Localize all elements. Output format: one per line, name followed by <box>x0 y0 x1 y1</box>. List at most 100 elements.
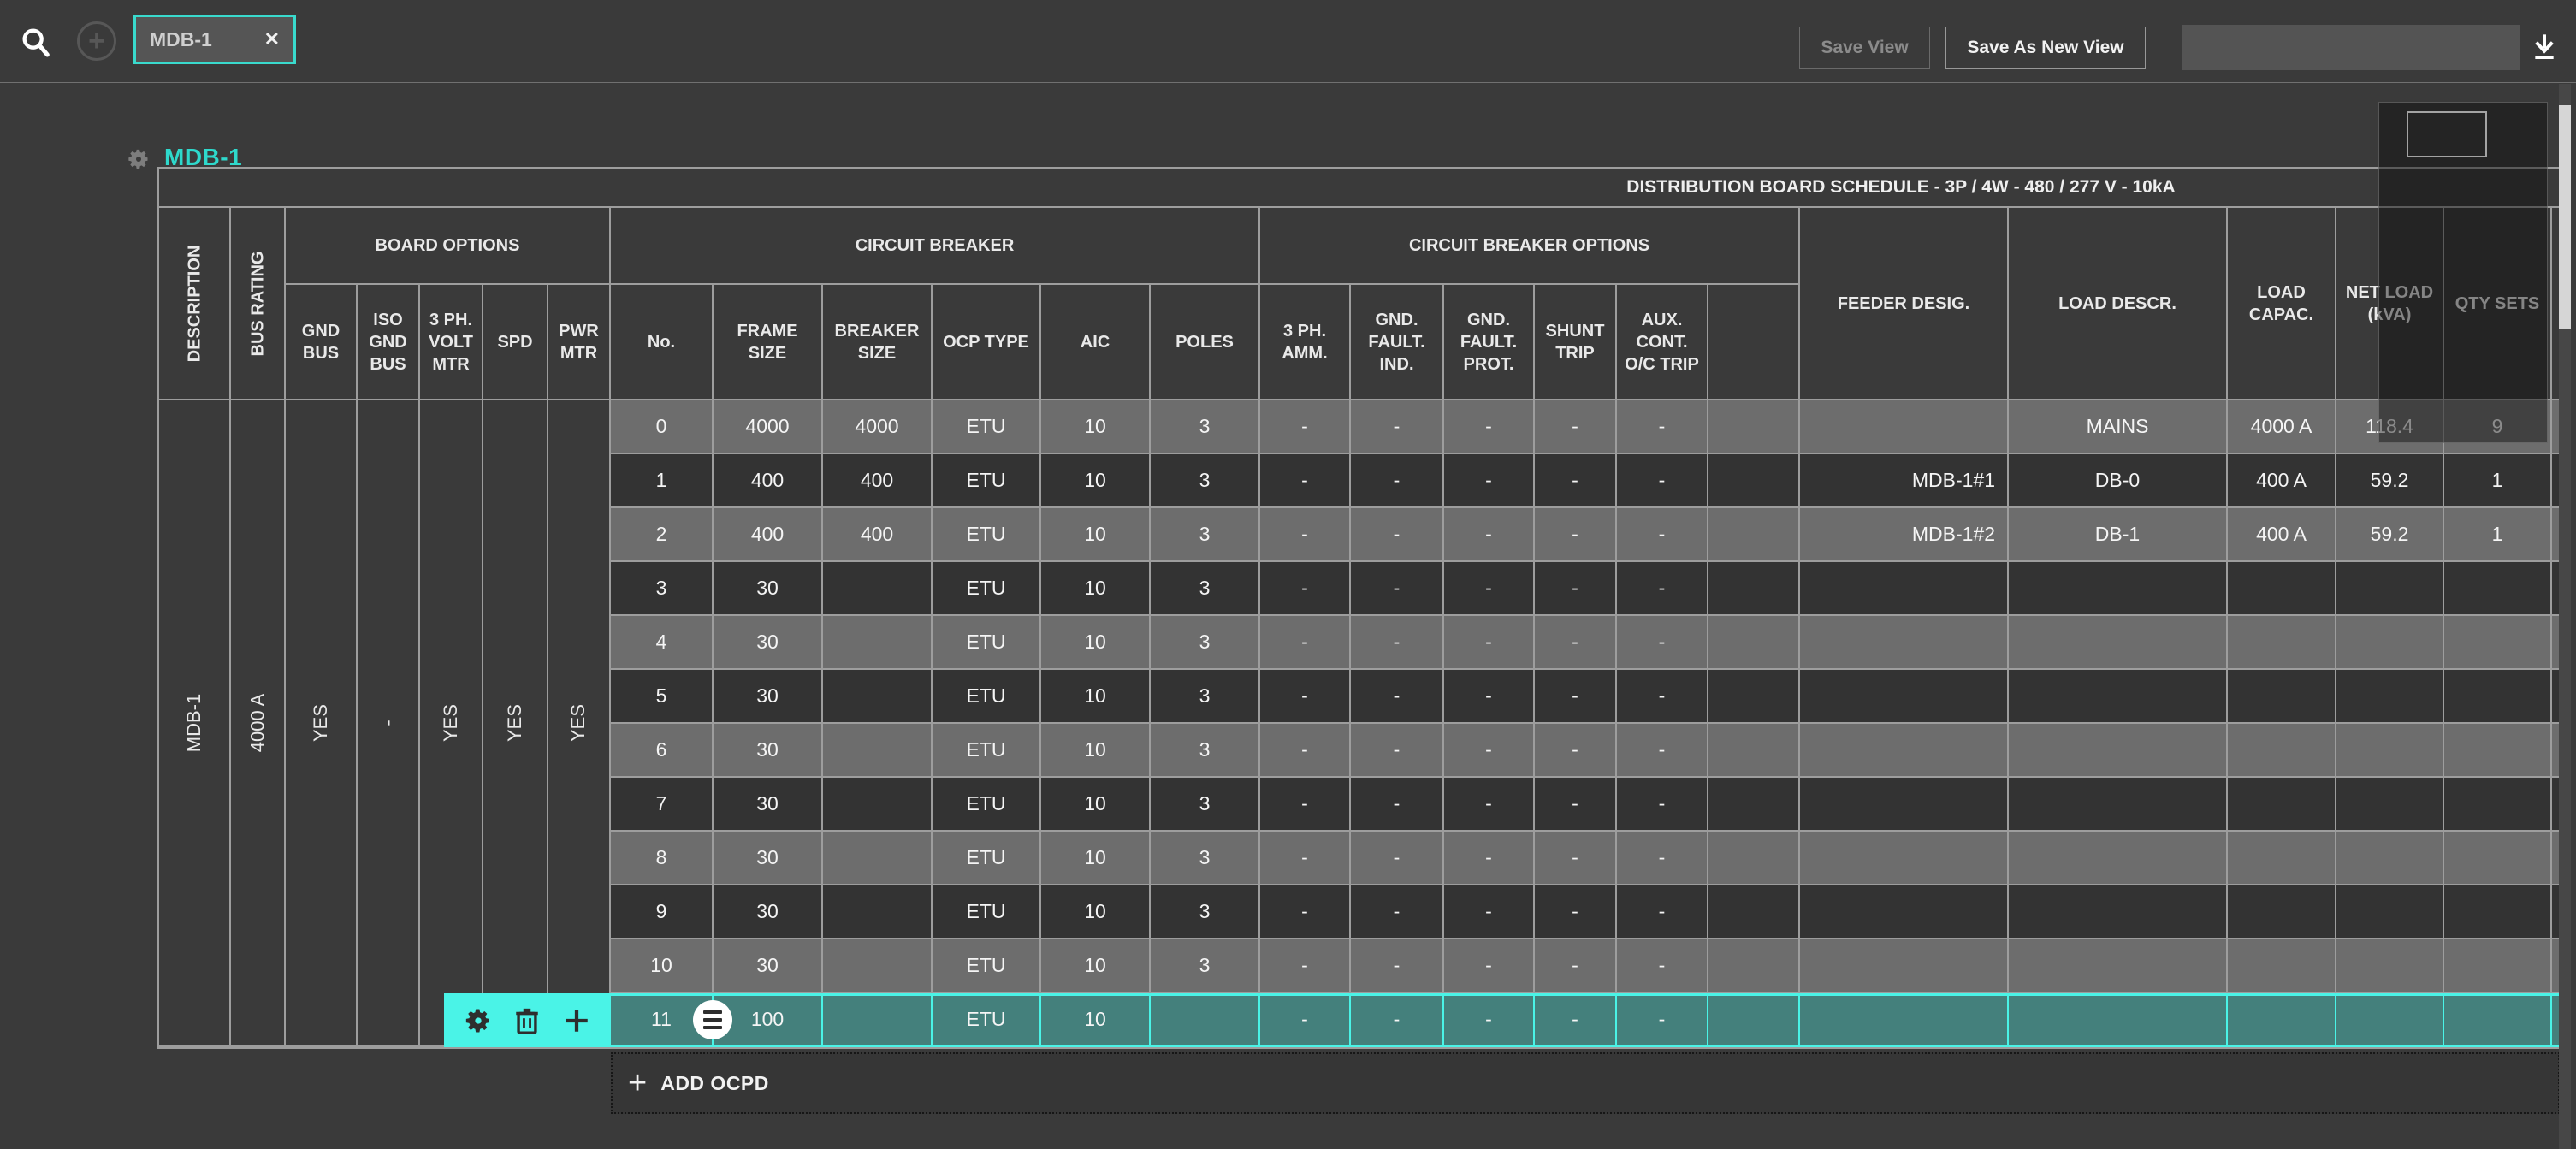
cell-feeder-desig[interactable] <box>1800 778 2009 832</box>
cell-shunt-trip[interactable]: - <box>1535 832 1617 885</box>
cell-gnd-fault-ind[interactable]: - <box>1351 508 1444 562</box>
cell-load-descr[interactable] <box>2009 832 2228 885</box>
cell-poles[interactable]: 3 <box>1151 616 1260 670</box>
cell-shunt-trip[interactable]: - <box>1535 939 1617 993</box>
cell-aux-cont[interactable]: - <box>1617 993 1708 1047</box>
cell-opt-blank[interactable] <box>1708 400 1800 454</box>
cell-aic[interactable]: 10 <box>1041 885 1151 939</box>
cell-net-load[interactable]: 59.2 <box>2336 508 2444 562</box>
cell-shunt-trip[interactable]: - <box>1535 993 1617 1047</box>
cell-frame-size[interactable]: 30 <box>714 724 823 778</box>
row-menu-button[interactable] <box>693 1000 732 1039</box>
cell-frame-size[interactable]: 30 <box>714 939 823 993</box>
cell-net-load[interactable] <box>2336 616 2444 670</box>
cell-load-capac[interactable]: 400 A <box>2228 454 2336 508</box>
cell-poles[interactable]: 3 <box>1151 400 1260 454</box>
cell-ph3-amm[interactable]: - <box>1260 939 1351 993</box>
cell-qty-sets[interactable] <box>2444 885 2552 939</box>
cell-load-capac[interactable]: 400 A <box>2228 508 2336 562</box>
cell-ocp-type[interactable]: ETU <box>933 616 1041 670</box>
cell-no[interactable]: 6 <box>611 724 714 778</box>
cell-ocp-type[interactable]: ETU <box>933 993 1041 1047</box>
cell-qty-sets[interactable] <box>2444 724 2552 778</box>
panel-settings-gear-icon[interactable] <box>127 147 151 171</box>
cell-poles[interactable]: 3 <box>1151 508 1260 562</box>
cell-aux-cont[interactable]: - <box>1617 616 1708 670</box>
cell-ocp-type[interactable]: ETU <box>933 885 1041 939</box>
cell-gnd-fault-prot[interactable]: - <box>1444 454 1535 508</box>
cell-aux-cont[interactable]: - <box>1617 670 1708 724</box>
chip-close-icon[interactable]: ✕ <box>264 28 280 50</box>
cell-ph3-amm[interactable]: - <box>1260 454 1351 508</box>
cell-breaker-size[interactable]: 400 <box>823 508 933 562</box>
cell-qty-sets[interactable]: 1 <box>2444 454 2552 508</box>
cell-qty-sets[interactable]: 1 <box>2444 508 2552 562</box>
cell-no[interactable]: 1 <box>611 454 714 508</box>
cell-feeder-desig[interactable] <box>1800 400 2009 454</box>
cell-gnd-fault-prot[interactable]: - <box>1444 670 1535 724</box>
cell-feeder-desig[interactable]: MDB-1#1 <box>1800 454 2009 508</box>
cell-gnd-fault-ind[interactable]: - <box>1351 993 1444 1047</box>
cell-gnd-fault-ind[interactable]: - <box>1351 616 1444 670</box>
cell-ph3-amm[interactable]: - <box>1260 724 1351 778</box>
cell-gnd-fault-prot[interactable]: - <box>1444 778 1535 832</box>
cell-gnd-fault-prot[interactable]: - <box>1444 508 1535 562</box>
board-info-iso-gnd-bus[interactable]: - <box>358 400 420 1047</box>
cell-shunt-trip[interactable]: - <box>1535 508 1617 562</box>
cell-poles[interactable]: 3 <box>1151 562 1260 616</box>
cell-ocp-type[interactable]: ETU <box>933 832 1041 885</box>
cell-opt-blank[interactable] <box>1708 670 1800 724</box>
cell-feeder-desig[interactable] <box>1800 562 2009 616</box>
save-view-button[interactable]: Save View <box>1799 27 1930 69</box>
cell-qty-sets[interactable] <box>2444 562 2552 616</box>
cell-no[interactable]: 9 <box>611 885 714 939</box>
cell-net-load[interactable] <box>2336 724 2444 778</box>
add-ocpd-button[interactable]: + ADD OCPD <box>611 1052 2560 1114</box>
cell-qty-sets[interactable] <box>2444 670 2552 724</box>
cell-poles[interactable]: 3 <box>1151 885 1260 939</box>
cell-gnd-fault-ind[interactable]: - <box>1351 939 1444 993</box>
cell-aic[interactable]: 10 <box>1041 616 1151 670</box>
cell-gnd-fault-prot[interactable]: - <box>1444 885 1535 939</box>
vertical-scrollbar-thumb[interactable] <box>2559 105 2571 329</box>
cell-aic[interactable]: 10 <box>1041 832 1151 885</box>
cell-aux-cont[interactable]: - <box>1617 454 1708 508</box>
cell-load-descr[interactable]: DB-0 <box>2009 454 2228 508</box>
cell-gnd-fault-ind[interactable]: - <box>1351 832 1444 885</box>
cell-load-descr[interactable] <box>2009 885 2228 939</box>
cell-aux-cont[interactable]: - <box>1617 724 1708 778</box>
cell-net-load[interactable] <box>2336 562 2444 616</box>
cell-qty-sets[interactable]: 9 <box>2444 400 2552 454</box>
cell-opt-blank[interactable] <box>1708 939 1800 993</box>
cell-qty-sets[interactable] <box>2444 993 2552 1047</box>
cell-net-load[interactable]: 59.2 <box>2336 454 2444 508</box>
cell-feeder-desig[interactable] <box>1800 616 2009 670</box>
cell-aux-cont[interactable]: - <box>1617 508 1708 562</box>
cell-poles[interactable]: 3 <box>1151 778 1260 832</box>
cell-poles[interactable]: 3 <box>1151 724 1260 778</box>
cell-load-descr[interactable]: MAINS <box>2009 400 2228 454</box>
cell-aic[interactable]: 10 <box>1041 993 1151 1047</box>
cell-breaker-size[interactable] <box>823 616 933 670</box>
cell-gnd-fault-ind[interactable]: - <box>1351 670 1444 724</box>
cell-load-descr[interactable] <box>2009 993 2228 1047</box>
cell-poles[interactable]: 3 <box>1151 939 1260 993</box>
cell-gnd-fault-ind[interactable]: - <box>1351 724 1444 778</box>
cell-ph3-amm[interactable]: - <box>1260 832 1351 885</box>
cell-net-load[interactable] <box>2336 939 2444 993</box>
cell-aux-cont[interactable]: - <box>1617 400 1708 454</box>
search-icon[interactable] <box>19 25 53 59</box>
cell-gnd-fault-prot[interactable]: - <box>1444 832 1535 885</box>
cell-load-capac[interactable] <box>2228 885 2336 939</box>
cell-aic[interactable]: 10 <box>1041 724 1151 778</box>
row-settings-gear-icon[interactable] <box>464 1006 493 1035</box>
cell-breaker-size[interactable] <box>823 939 933 993</box>
cell-ph3-amm[interactable]: - <box>1260 885 1351 939</box>
cell-feeder-desig[interactable] <box>1800 993 2009 1047</box>
cell-frame-size[interactable]: 30 <box>714 832 823 885</box>
cell-net-load[interactable]: 118.4 <box>2336 400 2444 454</box>
cell-ocp-type[interactable]: ETU <box>933 724 1041 778</box>
cell-qty-sets[interactable] <box>2444 939 2552 993</box>
add-panel-button[interactable]: + <box>77 21 116 61</box>
cell-ph3-amm[interactable]: - <box>1260 562 1351 616</box>
